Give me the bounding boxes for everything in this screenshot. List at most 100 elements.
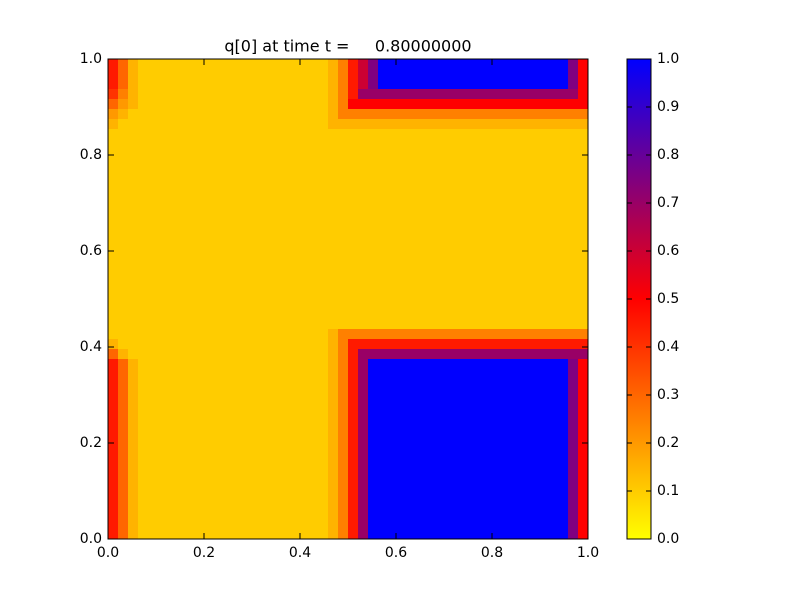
cell (268, 179, 279, 190)
cell (518, 149, 529, 160)
cell (358, 439, 369, 450)
cell (258, 379, 269, 390)
cell (558, 169, 569, 180)
cell (428, 439, 439, 450)
cell (538, 249, 549, 260)
cell (548, 249, 559, 260)
cell (148, 449, 159, 460)
cell (358, 249, 369, 260)
cell (198, 519, 209, 530)
cell (498, 209, 509, 220)
cell (438, 189, 449, 200)
cell (248, 489, 259, 500)
cell (478, 199, 489, 210)
cell (288, 139, 299, 150)
cell (188, 499, 199, 510)
cell (208, 339, 219, 350)
cell (298, 209, 309, 220)
cell (558, 69, 569, 80)
cell (268, 139, 279, 150)
cell (198, 439, 209, 450)
cell (288, 179, 299, 190)
cell (118, 319, 129, 330)
cell (518, 309, 529, 320)
cell (538, 99, 549, 110)
cell (138, 179, 149, 190)
cell (318, 369, 329, 380)
cell (548, 509, 559, 520)
cell (218, 159, 229, 170)
cell (568, 439, 579, 450)
cell (268, 499, 279, 510)
cell (348, 409, 359, 420)
cell (498, 289, 509, 300)
cell (538, 329, 549, 340)
cell (118, 109, 129, 120)
cell (378, 359, 389, 370)
cell (468, 449, 479, 460)
cell (498, 89, 509, 100)
cell (198, 119, 209, 130)
cell (318, 169, 329, 180)
cell (398, 429, 409, 440)
cell (228, 149, 239, 160)
cell (498, 159, 509, 170)
cell (338, 169, 349, 180)
cell (248, 499, 259, 510)
cell (398, 459, 409, 470)
cell (328, 299, 339, 310)
cell (288, 339, 299, 350)
cell (318, 309, 329, 320)
cell (258, 179, 269, 190)
cell (378, 449, 389, 460)
cell (348, 479, 359, 490)
cell (198, 239, 209, 250)
cell (488, 369, 499, 380)
cell (568, 319, 579, 330)
cell (218, 409, 229, 420)
cell (148, 159, 159, 170)
cell (178, 529, 189, 540)
cell (318, 349, 329, 360)
cell (558, 459, 569, 470)
cell (198, 509, 209, 520)
cell (348, 69, 359, 80)
cell (318, 439, 329, 450)
cell (468, 249, 479, 260)
cell (158, 509, 169, 520)
cell (308, 429, 319, 440)
cell (198, 99, 209, 110)
cell (138, 369, 149, 380)
cell (448, 239, 459, 250)
cell (228, 489, 239, 500)
cell (168, 329, 179, 340)
cell (238, 289, 249, 300)
cell (148, 439, 159, 450)
cell (538, 289, 549, 300)
cell (448, 249, 459, 260)
cell (388, 509, 399, 520)
cell (418, 109, 429, 120)
cell (208, 479, 219, 490)
cell (118, 479, 129, 490)
cell (278, 259, 289, 270)
cell (488, 149, 499, 160)
cell (508, 319, 519, 330)
cell (378, 399, 389, 410)
cell (168, 309, 179, 320)
cell (108, 319, 119, 330)
cell (508, 159, 519, 170)
cell (208, 309, 219, 320)
cell (128, 239, 139, 250)
cell (408, 499, 419, 510)
cell (258, 349, 269, 360)
cell (498, 309, 509, 320)
cell (538, 199, 549, 210)
cell (118, 289, 129, 300)
cell (538, 179, 549, 190)
cell (188, 429, 199, 440)
cell (238, 489, 249, 500)
cell (548, 119, 559, 130)
cell (518, 109, 529, 120)
cell (318, 319, 329, 330)
